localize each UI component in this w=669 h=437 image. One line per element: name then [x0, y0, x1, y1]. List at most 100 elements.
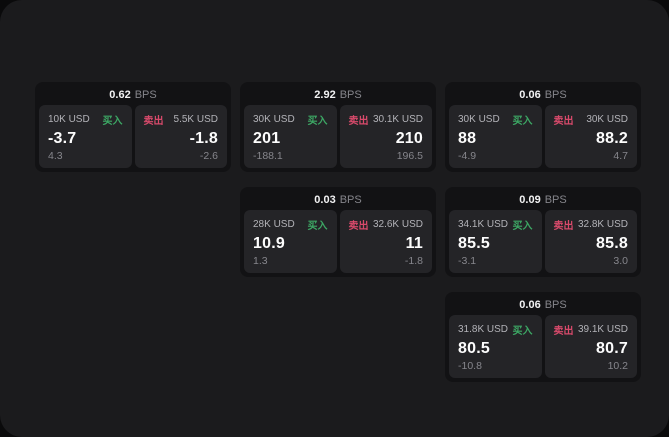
buy-sub-value: -188.1 [253, 150, 283, 162]
quote-card-grid: 0.62 BPS 10K USD 买入 -3.7 4.3 卖出 5.5K USD… [35, 82, 641, 382]
buy-panel[interactable]: 10K USD 买入 -3.7 4.3 [39, 105, 132, 168]
quote-panels: 34.1K USD 买入 85.5 -3.1 卖出 32.8K USD 85.8… [449, 210, 637, 273]
buy-side-label: 买入 [102, 116, 123, 127]
spread-unit-label: BPS [544, 89, 567, 101]
sell-side-label: 卖出 [348, 116, 369, 127]
spread-header: 0.03 BPS [244, 191, 432, 210]
buy-side-label: 买入 [307, 221, 328, 232]
buy-side-label: 买入 [512, 221, 533, 232]
buy-side-label: 买入 [307, 116, 328, 127]
sell-sub-value: 3.0 [613, 255, 628, 267]
buy-amount-label: 30K USD [253, 114, 295, 125]
sell-panel[interactable]: 卖出 30K USD 88.2 4.7 [544, 105, 637, 168]
sell-price: 88.2 [596, 129, 628, 147]
spread-header: 0.06 BPS [449, 296, 637, 315]
quote-panels: 31.8K USD 买入 80.5 -10.8 卖出 39.1K USD 80.… [449, 315, 637, 378]
spread-unit-label: BPS [339, 89, 362, 101]
sell-panel[interactable]: 卖出 30.1K USD 210 196.5 [339, 105, 432, 168]
spread-unit-label: BPS [339, 194, 362, 206]
spread-value: 0.09 [519, 194, 541, 206]
buy-panel[interactable]: 34.1K USD 买入 85.5 -3.1 [449, 210, 542, 273]
spread-header: 2.92 BPS [244, 86, 432, 105]
buy-price: 88 [458, 129, 477, 147]
buy-panel-header: 30K USD 买入 [458, 112, 533, 127]
buy-price: 201 [253, 129, 281, 147]
sell-sub-value: -1.8 [404, 255, 423, 267]
buy-amount-label: 34.1K USD [458, 219, 509, 230]
quote-panels: 10K USD 买入 -3.7 4.3 卖出 5.5K USD -1.8 -2.… [39, 105, 227, 168]
spread-header: 0.06 BPS [449, 86, 637, 105]
buy-sub-value: -10.8 [458, 360, 482, 372]
sell-price: 210 [395, 129, 423, 147]
sell-amount-label: 30.1K USD [372, 114, 423, 125]
sell-panel-header: 卖出 39.1K USD [554, 322, 629, 337]
buy-panel[interactable]: 28K USD 买入 10.9 1.3 [244, 210, 337, 273]
buy-price: 10.9 [253, 234, 285, 252]
buy-panel[interactable]: 30K USD 买入 201 -188.1 [244, 105, 337, 168]
quote-panels: 30K USD 买入 201 -188.1 卖出 30.1K USD 210 1… [244, 105, 432, 168]
sell-side-label: 卖出 [348, 221, 369, 232]
sell-price: 80.7 [596, 339, 628, 357]
buy-side-label: 买入 [512, 116, 533, 127]
buy-amount-label: 31.8K USD [458, 324, 509, 335]
sell-amount-label: 30K USD [586, 114, 628, 125]
sell-side-label: 卖出 [553, 326, 574, 337]
sell-panel-header: 卖出 32.6K USD [349, 217, 424, 232]
sell-amount-label: 32.8K USD [577, 219, 628, 230]
sell-panel[interactable]: 卖出 32.8K USD 85.8 3.0 [544, 210, 637, 273]
buy-panel-header: 30K USD 买入 [253, 112, 328, 127]
spread-value: 2.92 [314, 89, 336, 101]
buy-price: -3.7 [48, 129, 77, 147]
spread-unit-label: BPS [134, 89, 157, 101]
spread-value: 0.06 [519, 299, 541, 311]
sell-side-label: 卖出 [553, 221, 574, 232]
sell-price: 85.8 [596, 234, 628, 252]
buy-price: 80.5 [458, 339, 490, 357]
buy-side-label: 买入 [512, 326, 533, 337]
buy-panel[interactable]: 31.8K USD 买入 80.5 -10.8 [449, 315, 542, 378]
sell-price: 11 [405, 234, 423, 252]
buy-panel-header: 28K USD 买入 [253, 217, 328, 232]
sell-panel-header: 卖出 5.5K USD [144, 112, 219, 127]
sell-price: -1.8 [189, 129, 218, 147]
spread-value: 0.03 [314, 194, 336, 206]
sell-side-label: 卖出 [553, 116, 574, 127]
buy-amount-label: 10K USD [48, 114, 90, 125]
quote-panels: 28K USD 买入 10.9 1.3 卖出 32.6K USD 11 -1.8 [244, 210, 432, 273]
quote-card: 0.03 BPS 28K USD 买入 10.9 1.3 卖出 32.6K US… [240, 187, 436, 277]
sell-panel-header: 卖出 30.1K USD [349, 112, 424, 127]
quote-panels: 30K USD 买入 88 -4.9 卖出 30K USD 88.2 4.7 [449, 105, 637, 168]
buy-panel-header: 34.1K USD 买入 [458, 217, 533, 232]
sell-panel-header: 卖出 32.8K USD [554, 217, 629, 232]
spread-header: 0.62 BPS [39, 86, 227, 105]
sell-amount-label: 5.5K USD [173, 114, 218, 125]
buy-amount-label: 28K USD [253, 219, 295, 230]
buy-sub-value: 1.3 [253, 255, 268, 267]
buy-amount-label: 30K USD [458, 114, 500, 125]
sell-sub-value: 196.5 [396, 150, 423, 162]
spread-unit-label: BPS [544, 194, 567, 206]
sell-panel-header: 卖出 30K USD [554, 112, 629, 127]
sell-panel[interactable]: 卖出 32.6K USD 11 -1.8 [339, 210, 432, 273]
buy-panel-header: 31.8K USD 买入 [458, 322, 533, 337]
sell-panel[interactable]: 卖出 5.5K USD -1.8 -2.6 [134, 105, 227, 168]
quote-card: 0.62 BPS 10K USD 买入 -3.7 4.3 卖出 5.5K USD… [35, 82, 231, 172]
quote-card: 0.06 BPS 30K USD 买入 88 -4.9 卖出 30K USD 8… [445, 82, 641, 172]
buy-sub-value: -4.9 [458, 150, 477, 162]
sell-sub-value: 10.2 [607, 360, 628, 372]
sell-amount-label: 39.1K USD [577, 324, 628, 335]
spread-value: 0.62 [109, 89, 131, 101]
buy-panel-header: 10K USD 买入 [48, 112, 123, 127]
sell-amount-label: 32.6K USD [372, 219, 423, 230]
quote-card: 2.92 BPS 30K USD 买入 201 -188.1 卖出 30.1K … [240, 82, 436, 172]
buy-price: 85.5 [458, 234, 490, 252]
sell-sub-value: 4.7 [613, 150, 628, 162]
buy-panel[interactable]: 30K USD 买入 88 -4.9 [449, 105, 542, 168]
spread-unit-label: BPS [544, 299, 567, 311]
buy-sub-value: -3.1 [458, 255, 477, 267]
spread-header: 0.09 BPS [449, 191, 637, 210]
buy-sub-value: 4.3 [48, 150, 63, 162]
sell-panel[interactable]: 卖出 39.1K USD 80.7 10.2 [544, 315, 637, 378]
spread-value: 0.06 [519, 89, 541, 101]
